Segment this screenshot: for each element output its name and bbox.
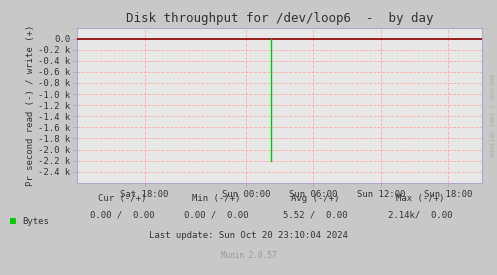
Text: 0.00 /  0.00: 0.00 / 0.00 [89,210,154,219]
Text: Min (-/+): Min (-/+) [192,194,241,203]
Text: Last update: Sun Oct 20 23:10:04 2024: Last update: Sun Oct 20 23:10:04 2024 [149,231,348,240]
Text: ■: ■ [10,216,16,226]
Text: 0.00 /  0.00: 0.00 / 0.00 [184,210,248,219]
Text: Bytes: Bytes [22,217,49,226]
Text: 5.52 /  0.00: 5.52 / 0.00 [283,210,348,219]
Text: 2.14k/  0.00: 2.14k/ 0.00 [388,210,452,219]
Text: Munin 2.0.57: Munin 2.0.57 [221,252,276,260]
Text: RRDTOOL / TOBI OETIKER: RRDTOOL / TOBI OETIKER [489,74,494,157]
Title: Disk throughput for /dev/loop6  -  by day: Disk throughput for /dev/loop6 - by day [126,12,433,25]
Y-axis label: Pr second read (-) / write (+): Pr second read (-) / write (+) [26,24,35,186]
Text: Cur (-/+): Cur (-/+) [97,194,146,203]
Text: Avg (-/+): Avg (-/+) [291,194,340,203]
Text: Max (-/+): Max (-/+) [396,194,444,203]
